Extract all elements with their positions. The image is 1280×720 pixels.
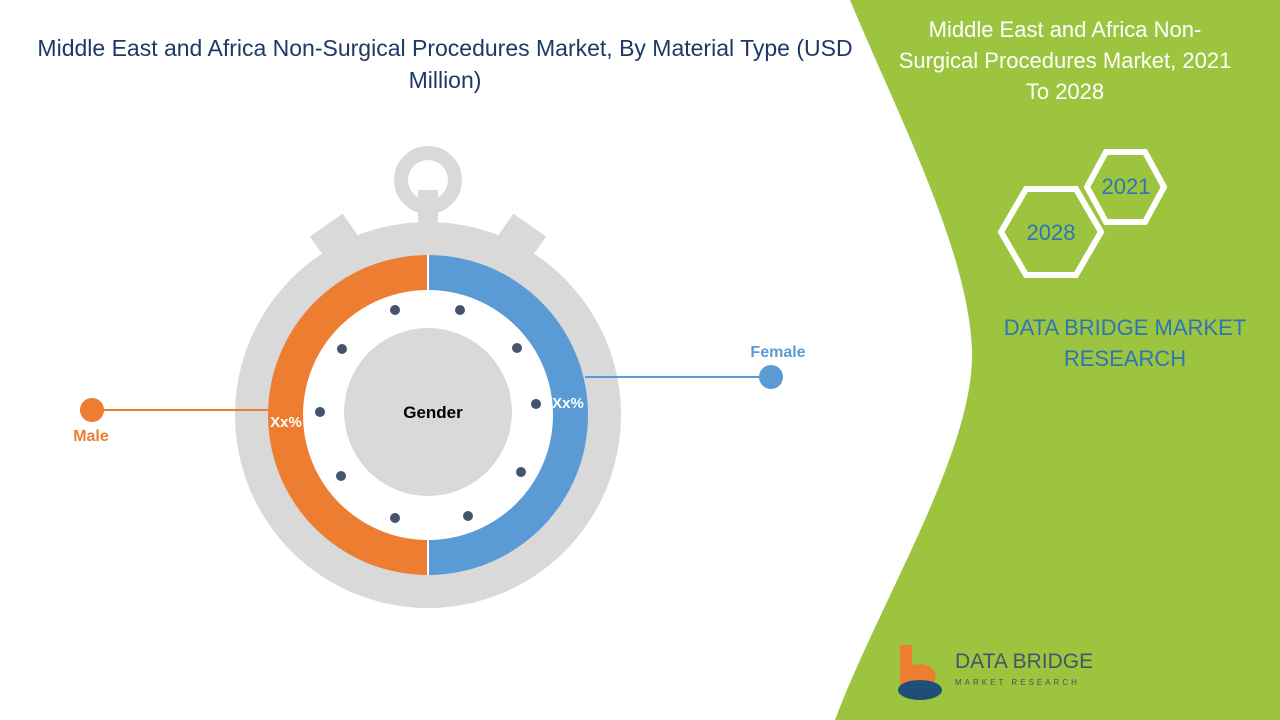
marker (80, 398, 104, 422)
logo-tagline: MARKET RESEARCH (955, 678, 1080, 687)
hexagon (997, 186, 1105, 278)
marker (759, 365, 783, 389)
segment-label: Xx% (552, 395, 584, 412)
brand: DATA BRIDGE MARKET RESEARCH (1003, 315, 1247, 371)
logo-name: DATA BRIDGE (955, 650, 1093, 673)
segment-label: Xx% (270, 414, 302, 431)
logo-mark (900, 645, 936, 690)
dial-dots (315, 305, 541, 523)
stem (418, 190, 438, 230)
side-panel (835, 0, 1280, 720)
year-label: 2028 (1027, 220, 1076, 245)
title: Middle East and Africa Non-Surgical Proc… (37, 35, 853, 93)
button (493, 213, 547, 265)
hexagon (1083, 149, 1168, 225)
legend-label: Male (73, 428, 109, 445)
side-title: Middle East and Africa Non-Surgical Proc… (898, 17, 1232, 104)
button (309, 213, 363, 265)
center (344, 328, 512, 496)
logo-mark (898, 680, 942, 700)
legend-label: Female (750, 344, 805, 361)
center-label: Gender (403, 403, 463, 422)
year-label: 2021 (1102, 174, 1151, 199)
